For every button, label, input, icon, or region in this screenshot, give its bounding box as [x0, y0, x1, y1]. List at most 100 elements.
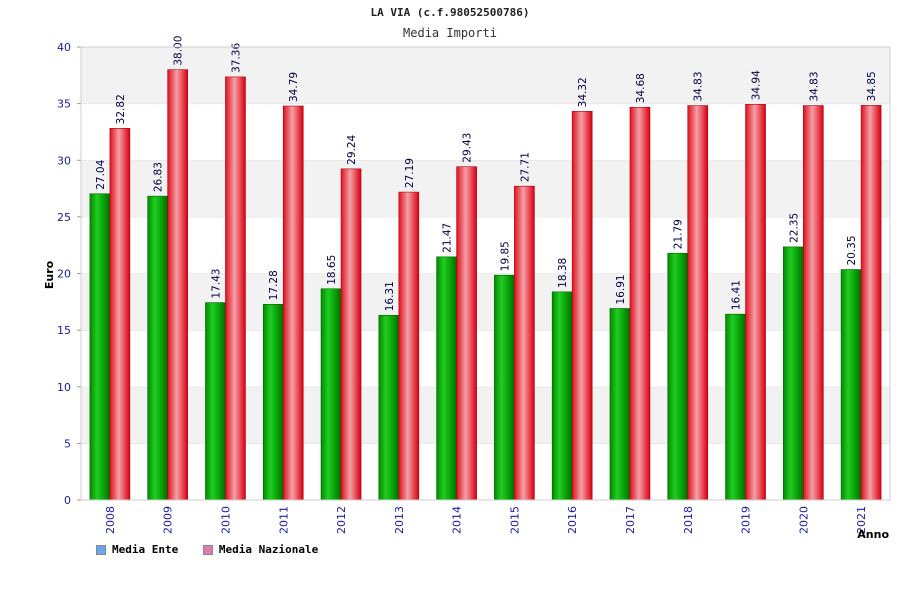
bar-media-ente-2009	[147, 195, 168, 501]
grid-band	[81, 330, 890, 387]
bar-media-ente-2010	[205, 302, 226, 501]
bar-media-nazionale-2016	[571, 111, 593, 501]
bar-media-nazionale-2020	[803, 105, 824, 501]
legend-item-media-nazionale: Media Nazionale	[202, 543, 318, 556]
grid-band	[81, 216, 890, 274]
x-tick-label-2018: 2018	[682, 506, 695, 534]
bar-media-ente-2021	[840, 269, 862, 501]
data-label: 21.47	[442, 223, 454, 253]
data-label: 21.79	[673, 219, 685, 249]
bar-media-ente-2016	[551, 291, 573, 501]
legend-swatch-media-nazionale	[202, 545, 213, 555]
bar-media-nazionale-2019	[745, 104, 766, 501]
legend-item-media-ente: Media Ente	[96, 543, 178, 556]
bar-media-ente-2011	[262, 304, 284, 501]
x-tick-label-2010: 2010	[219, 506, 232, 534]
x-tick-label-2017: 2017	[624, 506, 637, 534]
chart-title: LA VIA (c.f.98052500786)	[370, 6, 530, 19]
bar-media-ente-2020	[783, 246, 804, 501]
bar-media-nazionale-2017	[629, 106, 651, 501]
data-label: 29.24	[346, 134, 358, 164]
x-tick-label-2013: 2013	[393, 506, 406, 534]
y-tick-label: 30	[57, 154, 71, 167]
data-label: 34.68	[635, 73, 647, 103]
grid-band	[81, 47, 890, 104]
grid-band	[81, 160, 890, 217]
data-label: 16.91	[615, 274, 627, 304]
y-tick-label: 10	[57, 381, 71, 394]
data-label: 16.31	[384, 281, 396, 311]
plot-border	[80, 46, 891, 501]
legend-swatch-media-ente	[96, 545, 106, 555]
bar-media-nazionale-2009	[167, 69, 188, 501]
data-label: 38.00	[173, 36, 185, 66]
chart-subtitle: Media Importi	[403, 26, 497, 40]
bar-media-ente-2015	[494, 274, 515, 501]
data-label: 34.94	[751, 70, 763, 100]
data-label: 34.32	[577, 77, 589, 107]
bar-media-nazionale-2012	[340, 168, 362, 501]
data-label: 27.71	[519, 152, 531, 182]
x-tick-label-2012: 2012	[335, 506, 348, 534]
bar-media-ente-2019	[725, 313, 746, 501]
x-axis-label: Anno	[857, 528, 889, 541]
y-tick-label: 40	[57, 41, 71, 54]
x-tick-label-2015: 2015	[508, 506, 521, 534]
x-tick-label-2009: 2009	[162, 506, 175, 534]
data-label: 20.35	[846, 235, 858, 265]
y-tick-label: 20	[57, 268, 71, 281]
bar-media-ente-2018	[667, 252, 689, 501]
data-label: 29.43	[462, 133, 474, 163]
legend-label-media-ente: Media Ente	[112, 543, 179, 556]
data-label: 17.28	[268, 270, 280, 300]
data-label: 34.79	[288, 72, 300, 102]
bar-media-nazionale-2008	[109, 128, 131, 501]
y-tick-label: 15	[57, 324, 71, 337]
data-label: 27.19	[404, 158, 416, 188]
bar-media-ente-2017	[609, 308, 631, 501]
x-tick-label-2014: 2014	[451, 506, 464, 534]
grid-band	[81, 103, 890, 161]
data-label: 17.43	[210, 269, 222, 299]
bar-media-nazionale-2021	[860, 105, 882, 501]
bar-media-nazionale-2014	[456, 166, 477, 501]
data-label: 26.83	[153, 162, 165, 192]
bar-media-nazionale-2015	[514, 185, 535, 501]
bar-media-nazionale-2010	[225, 76, 246, 501]
bar-media-ente-2012	[320, 288, 342, 501]
bar-media-ente-2014	[436, 256, 457, 501]
bar-media-ente-2013	[378, 314, 400, 501]
x-tick-label-2011: 2011	[277, 506, 290, 534]
bar-media-nazionale-2011	[282, 105, 304, 501]
y-tick-label: 5	[64, 437, 71, 450]
grid-band	[81, 443, 890, 500]
x-tick-label-2016: 2016	[566, 506, 579, 534]
bar-media-nazionale-2018	[687, 105, 709, 501]
y-tick-label: 0	[64, 494, 71, 507]
bar-media-ente-2008	[89, 193, 111, 501]
y-tick-label: 25	[57, 211, 71, 224]
data-label: 16.41	[731, 280, 743, 310]
x-tick-label-2021: 2021	[855, 506, 868, 534]
bar-media-nazionale-2013	[398, 191, 420, 501]
data-label: 22.35	[788, 213, 800, 243]
data-label: 34.83	[808, 71, 820, 101]
x-tick-label-2019: 2019	[740, 506, 753, 534]
y-tick-label: 35	[57, 98, 71, 111]
data-label: 34.83	[693, 71, 705, 101]
data-label: 18.38	[557, 258, 569, 288]
grid-band	[81, 273, 890, 331]
data-label: 34.85	[866, 71, 878, 101]
data-label: 18.65	[326, 255, 338, 285]
data-label: 27.04	[95, 159, 107, 189]
x-tick-label-2020: 2020	[797, 506, 810, 534]
legend: Media Ente Media Nazionale	[96, 543, 336, 556]
data-label: 19.85	[499, 241, 511, 271]
y-axis-label: Euro	[43, 260, 56, 289]
data-label: 37.36	[230, 43, 242, 73]
x-tick-label-2008: 2008	[104, 506, 117, 534]
grid-band	[81, 386, 890, 444]
data-label: 32.82	[115, 94, 127, 124]
